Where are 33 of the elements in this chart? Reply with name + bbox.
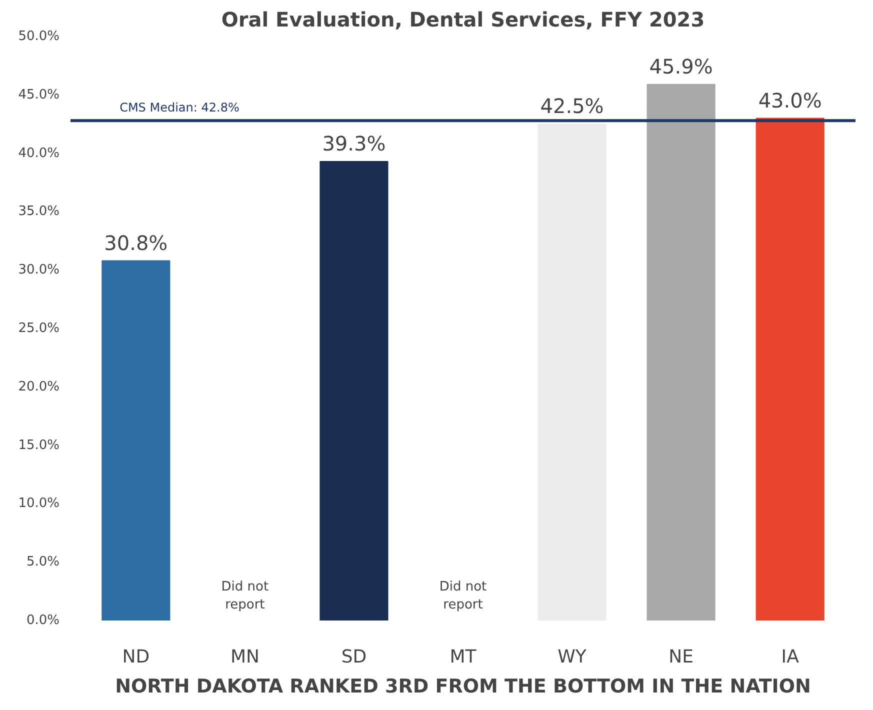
data-label: 45.9%: [649, 54, 713, 78]
y-tick-label: 40.0%: [18, 146, 60, 161]
data-label: 42.5%: [540, 94, 604, 118]
data-label: 43.0%: [758, 88, 822, 112]
y-tick-label: 10.0%: [18, 496, 60, 512]
x-tick-label: NE: [668, 646, 694, 668]
x-tick-label: ND: [122, 646, 150, 668]
annotation: Did not report: [439, 580, 487, 612]
x-tick-label: IA: [781, 646, 800, 668]
y-tick-label: 35.0%: [18, 204, 60, 220]
y-tick-label: 0.0%: [26, 613, 60, 628]
y-tick-label: 20.0%: [18, 379, 60, 394]
x-tick-label: WY: [558, 646, 588, 668]
y-tick-label: 50.0%: [18, 29, 60, 44]
x-tick-label: SD: [341, 646, 367, 668]
bar: [320, 160, 388, 620]
bar: [646, 84, 716, 620]
y-tick-label: 5.0%: [26, 554, 60, 570]
y-tick-label: 15.0%: [18, 438, 60, 453]
y-tick-label: 25.0%: [18, 321, 60, 336]
data-label: 39.3%: [322, 131, 386, 156]
ref-line-label: CMS Median: 42.8%: [120, 100, 240, 115]
data-label: 30.8%: [104, 230, 168, 255]
x-axis-title: NORTH DAKOTA RANKED 3RD FROM THE BOTTOM IN THE NATION: [115, 676, 811, 698]
x-tick-label: MN: [230, 646, 260, 668]
chart-title: Oral Evaluation, Dental Services, FFY 2023: [221, 8, 705, 32]
bar: [538, 124, 606, 620]
y-tick-label: 30.0%: [18, 262, 60, 278]
bar: [102, 260, 170, 620]
x-tick-label: MT: [450, 646, 478, 668]
y-tick-label: 45.0%: [18, 87, 60, 102]
annotation: Did not report: [221, 580, 269, 612]
bar: [756, 118, 824, 620]
